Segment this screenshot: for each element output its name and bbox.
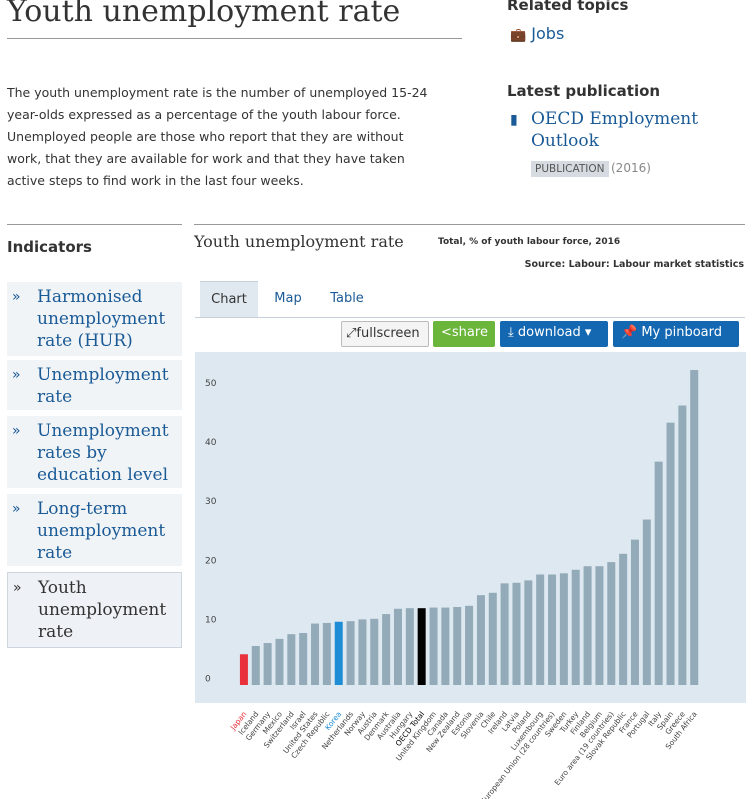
description: The youth unemployment rate is the numbe… [7, 85, 428, 188]
chevron-icon: » [13, 580, 22, 596]
chevron-icon: » [12, 367, 21, 383]
indicators-heading: Indicators [7, 238, 92, 256]
chevron-icon: » [12, 423, 21, 439]
chevron-icon: » [12, 501, 21, 517]
bar [619, 553, 628, 685]
bar [251, 646, 260, 685]
indicator-label[interactable]: Harmonised unemployment rate (HUR) [37, 287, 166, 351]
bar [583, 566, 592, 685]
bar [536, 574, 545, 685]
bar [370, 618, 379, 685]
y-tick-label: 50 [205, 379, 217, 389]
indicator-item[interactable]: » Unemployment rate [7, 360, 182, 410]
bar [346, 621, 355, 685]
tab[interactable]: Map [274, 291, 302, 306]
bar [559, 573, 568, 685]
button-label[interactable]: My pinboard [641, 325, 723, 340]
title-rule [7, 38, 462, 39]
bar [476, 595, 485, 685]
bar [287, 634, 296, 685]
bar [429, 607, 438, 685]
bar [311, 623, 320, 685]
button-label[interactable]: share [451, 325, 488, 340]
publication-heading: Latest publication [507, 82, 661, 100]
bar [275, 638, 284, 685]
bar [453, 607, 462, 685]
bar [405, 608, 414, 685]
chevron-icon: » [12, 289, 21, 305]
chart-source: Source: Labour: Labour market statistics [524, 259, 744, 270]
page-title: Youth unemployment rate [7, 0, 401, 29]
bar [488, 592, 497, 685]
indicator-item[interactable]: » Long-term unemployment rate [7, 494, 182, 566]
bar [263, 643, 272, 685]
bar [666, 422, 675, 685]
bar [393, 608, 402, 685]
bar [358, 619, 367, 685]
bar [524, 580, 533, 685]
related-link[interactable]: 💼 Jobs [510, 24, 565, 43]
indicator-label[interactable]: Long-term unemployment rate [37, 499, 166, 563]
bar [654, 461, 663, 685]
indicator-item[interactable]: » Youth unemployment rate [7, 572, 182, 648]
y-tick-label: 20 [205, 556, 217, 566]
indicator-label[interactable]: Unemployment rate [37, 365, 169, 407]
download-button[interactable]: ⤓ download ▾ [500, 321, 608, 347]
y-tick-label: 30 [205, 497, 217, 507]
chart-title: Youth unemployment rate [194, 232, 404, 251]
indicator-label[interactable]: Youth unemployment rate [38, 578, 167, 642]
publication-tag: PUBLICATION [531, 161, 609, 177]
bar [382, 614, 391, 685]
bar [417, 608, 426, 685]
rule [194, 224, 745, 225]
bar [299, 633, 308, 685]
bar [465, 605, 474, 685]
rule [7, 224, 182, 225]
button-label[interactable]: fullscreen [356, 326, 420, 341]
bar [548, 574, 557, 685]
chart: 01020304050JapanIcelandGermanyMexicoSwit… [195, 352, 746, 799]
y-tick-label: 0 [205, 675, 211, 685]
publication-title[interactable]: OECD Employment Outlook [531, 109, 699, 151]
fullscreen-button[interactable]: ⤢fullscreen [341, 321, 429, 347]
y-tick-label: 40 [205, 438, 217, 448]
bar [334, 621, 343, 685]
bar [239, 654, 248, 685]
bar [595, 566, 604, 685]
bar [322, 622, 331, 685]
indicator-item[interactable]: » Unemployment rates by education level [7, 416, 182, 488]
bar [678, 405, 687, 685]
chart-subtitle: Total, % of youth labour force, 2016 [438, 237, 621, 247]
doc-icon: ▮ [510, 112, 518, 128]
tab[interactable]: Table [330, 291, 364, 306]
related-heading: Related topics [507, 0, 629, 14]
pinboard-button[interactable]: 📌 My pinboard ▾ [613, 321, 739, 364]
bar [571, 569, 580, 685]
bar [441, 607, 450, 685]
related-topic[interactable]: Jobs [531, 24, 565, 43]
y-tick-label: 10 [205, 615, 217, 625]
bar [642, 519, 651, 685]
indicator-label[interactable]: Unemployment rates by education level [37, 421, 169, 485]
tab-rule [195, 317, 745, 318]
bar [512, 582, 521, 685]
bar [630, 539, 639, 685]
indicator-item[interactable]: » Harmonised unemployment rate (HUR) [7, 282, 182, 356]
bar [690, 370, 699, 685]
bar [500, 583, 509, 685]
button-label[interactable]: download [517, 325, 581, 340]
bar [607, 562, 616, 685]
share-button[interactable]: <share [433, 321, 495, 347]
tab[interactable]: Chart [200, 281, 258, 318]
publication-year: (2016) [611, 161, 651, 175]
